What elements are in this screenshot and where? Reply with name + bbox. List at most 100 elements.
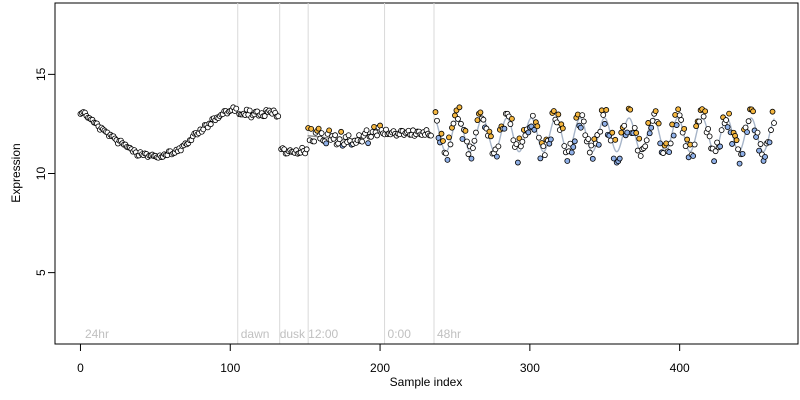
data-point	[768, 127, 774, 133]
data-point	[534, 123, 541, 130]
data-point	[652, 108, 659, 114]
data-point	[690, 153, 697, 159]
y-ticks: 5 10 15	[34, 67, 55, 276]
data-point	[368, 133, 374, 140]
data-point	[717, 143, 723, 150]
data-point	[326, 127, 333, 134]
data-point	[246, 107, 253, 114]
data-point	[702, 108, 709, 115]
x-tick-label: 300	[520, 361, 540, 375]
data-point	[311, 138, 318, 145]
data-point	[657, 140, 664, 147]
data-point	[750, 108, 756, 115]
data-point	[739, 150, 746, 157]
data-point	[535, 134, 542, 141]
data-point	[666, 149, 673, 156]
data-point	[712, 148, 719, 155]
data-point	[550, 108, 557, 114]
data-point	[582, 132, 589, 139]
y-axis-title: Expression	[9, 143, 23, 202]
data-point	[477, 109, 484, 116]
data-point	[443, 150, 449, 157]
data-point	[434, 117, 440, 124]
data-point	[616, 155, 623, 162]
x-tick-label: 400	[670, 361, 690, 375]
data-point	[323, 140, 330, 147]
data-point	[705, 125, 712, 132]
data-point	[564, 158, 571, 164]
data-point	[676, 112, 683, 119]
data-point	[495, 143, 502, 150]
data-point	[633, 130, 640, 136]
data-point	[345, 132, 352, 139]
y-tick-label: 10	[34, 167, 48, 181]
data-point	[670, 132, 677, 139]
data-point	[568, 149, 575, 156]
data-point	[488, 133, 494, 140]
data-point	[432, 109, 439, 115]
plot-frame	[54, 2, 799, 345]
x-tick-label: 100	[220, 361, 240, 375]
x-axis-title: Sample index	[390, 375, 463, 389]
data-point	[600, 112, 607, 118]
data-point	[470, 145, 476, 152]
data-point	[706, 133, 713, 140]
data-point	[648, 124, 655, 131]
data-point	[700, 113, 707, 120]
data-point	[513, 141, 520, 148]
data-point	[696, 118, 703, 125]
data-point	[332, 132, 339, 139]
data-point	[464, 138, 470, 145]
phase-label: 24hr	[85, 327, 109, 341]
data-point	[595, 141, 602, 148]
data-point	[456, 104, 463, 111]
data-point	[444, 156, 451, 163]
data-point	[455, 116, 461, 122]
data-point	[769, 108, 776, 115]
data-point	[642, 143, 649, 150]
data-point	[275, 113, 282, 120]
data-point	[462, 127, 469, 134]
data-point	[627, 106, 634, 113]
data-point	[440, 138, 446, 144]
data-point	[315, 125, 322, 132]
data-point	[459, 136, 466, 142]
data-point	[766, 139, 773, 146]
data-point	[471, 137, 478, 144]
data-point	[261, 113, 268, 119]
data-point	[494, 153, 500, 160]
data-point	[723, 117, 729, 123]
data-point	[762, 153, 768, 160]
data-point	[726, 110, 732, 117]
data-point	[673, 122, 680, 128]
data-point	[597, 128, 604, 135]
data-point	[589, 155, 596, 162]
phase-labels: 24hr dawn dusk 12:00 0:00 48hr	[85, 327, 461, 341]
data-point	[754, 129, 761, 136]
data-point	[559, 125, 566, 132]
data-point	[718, 127, 725, 134]
data-point	[529, 112, 536, 119]
data-point	[729, 141, 735, 147]
data-point	[507, 121, 514, 128]
data-point	[508, 115, 515, 122]
data-point	[468, 155, 475, 162]
data-point	[745, 118, 752, 125]
data-point	[517, 143, 524, 150]
data-point	[514, 159, 521, 166]
data-point	[603, 107, 610, 113]
data-point	[735, 146, 741, 153]
data-point	[711, 158, 718, 165]
data-point	[771, 120, 777, 126]
data-point	[501, 125, 508, 132]
data-point	[693, 123, 700, 130]
phase-label: dusk	[280, 327, 306, 341]
data-point	[646, 130, 653, 137]
data-point	[308, 125, 315, 132]
data-point	[586, 149, 593, 156]
data-points	[77, 104, 777, 167]
data-point	[570, 144, 577, 150]
data-point	[724, 124, 731, 130]
data-point	[510, 137, 517, 144]
